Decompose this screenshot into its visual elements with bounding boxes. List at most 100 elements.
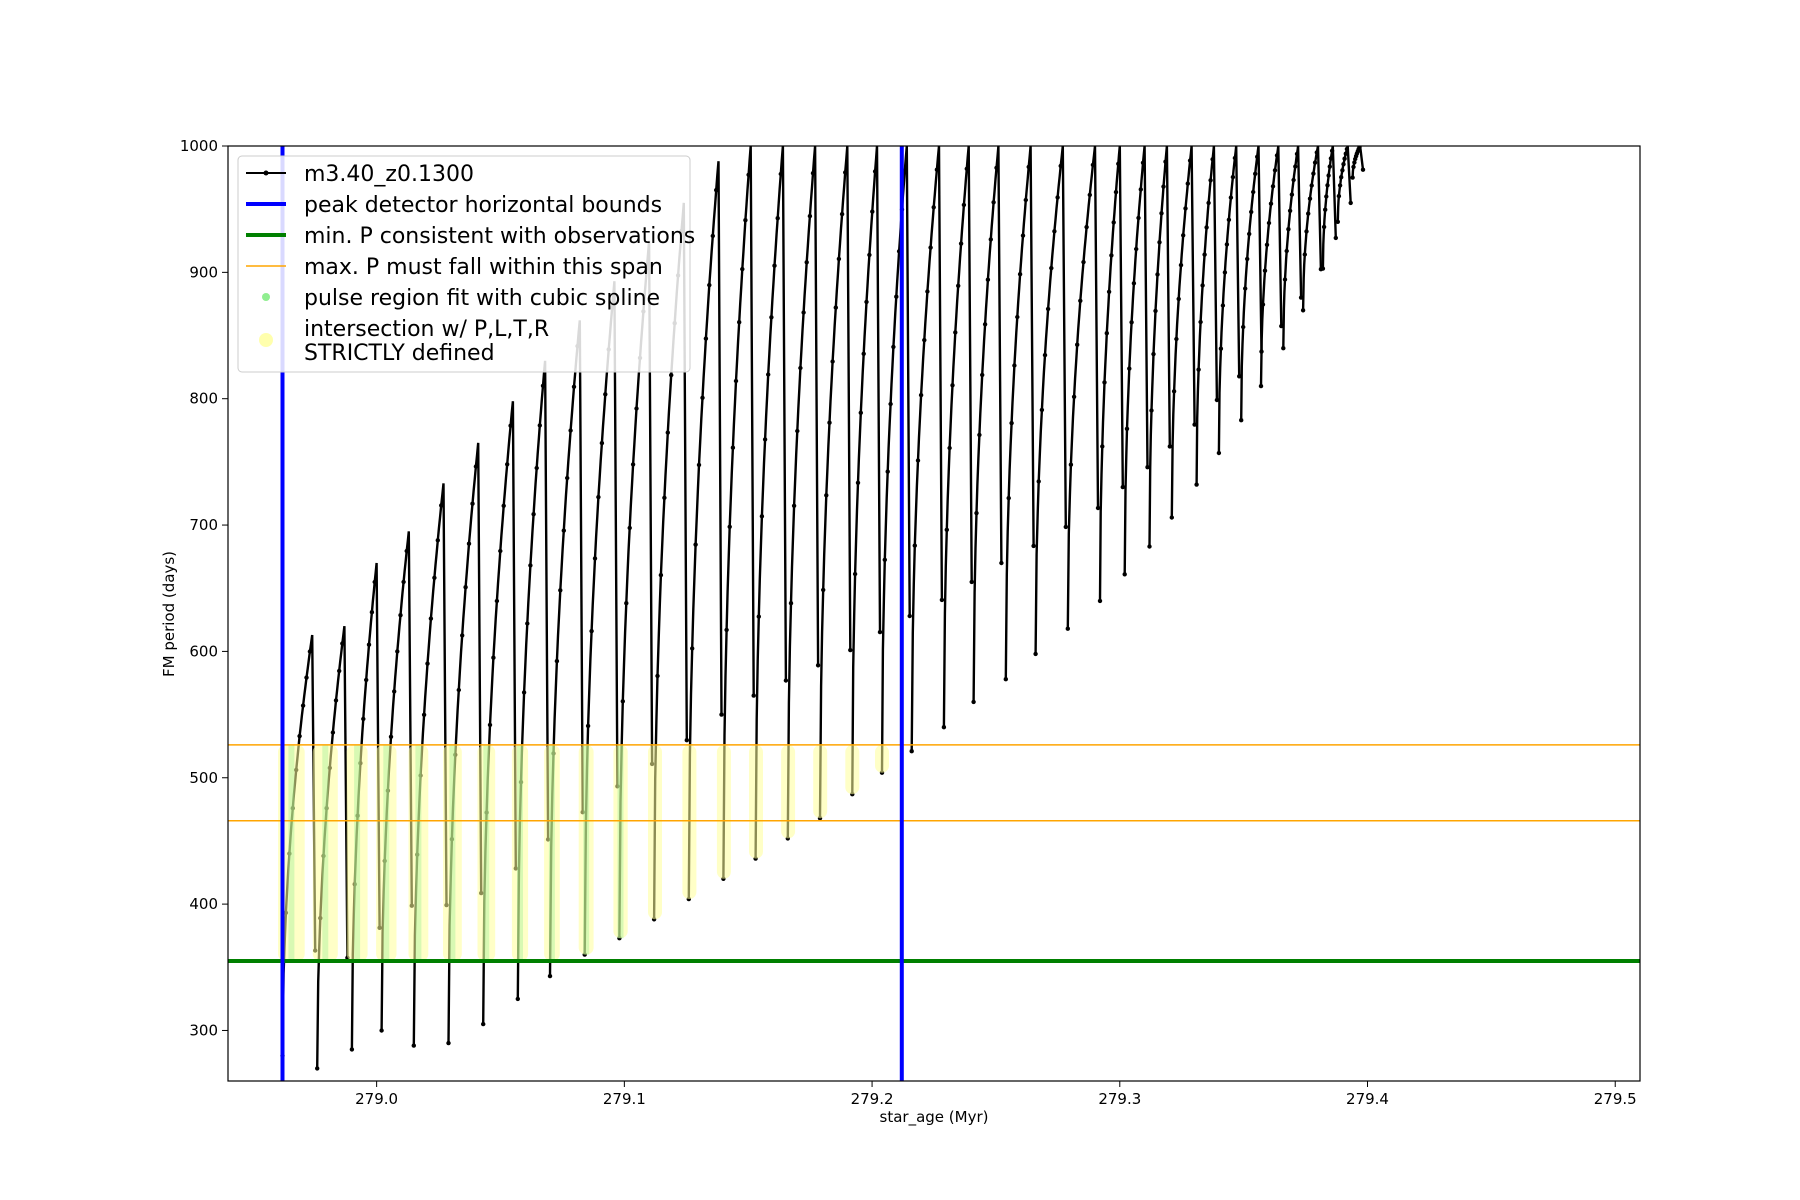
- series-point: [1336, 193, 1342, 199]
- series-point: [1340, 168, 1345, 173]
- series-point: [508, 423, 513, 428]
- series-point: [662, 495, 667, 500]
- series-pulse-curve: [516, 360, 550, 999]
- x-axis: 279.0 279.1 279.2 279.3 279.4 279.5: [355, 1081, 1637, 1108]
- series-point: [1113, 189, 1119, 195]
- series-point: [958, 241, 964, 246]
- series-point: [1216, 450, 1222, 456]
- series-pulse-curve: [1066, 146, 1100, 629]
- series-point: [870, 209, 875, 214]
- series-point: [1131, 281, 1137, 286]
- series-point: [1228, 195, 1234, 200]
- series-point: [585, 723, 591, 729]
- intersection-highlight: [648, 744, 662, 920]
- series-point: [733, 378, 739, 384]
- series-point: [1311, 171, 1316, 176]
- series-point: [1116, 161, 1121, 166]
- series-point: [980, 372, 985, 378]
- series-point: [1214, 397, 1220, 403]
- series-pulse-curve: [942, 146, 973, 728]
- series-point: [1095, 505, 1101, 511]
- series-pulse-curve: [1240, 146, 1263, 421]
- x-tick-label: 279.2: [851, 1090, 894, 1108]
- intersection-highlight: [578, 744, 594, 955]
- series-point: [1266, 220, 1272, 226]
- series-pulse-curve: [972, 146, 1003, 702]
- series-point: [877, 629, 883, 635]
- series-point: [915, 458, 921, 463]
- intersection-highlight: [346, 744, 368, 961]
- series-point: [1320, 266, 1326, 271]
- series-point: [1226, 217, 1232, 222]
- series-point: [470, 501, 475, 506]
- legend-label-intersection: intersection w/ P,L,T,R STRICTLY defined: [304, 317, 556, 366]
- series-point: [1325, 183, 1330, 188]
- legend-item-max-span: max. P must fall within this span: [246, 255, 663, 280]
- series-point: [730, 445, 736, 450]
- series-point: [714, 187, 719, 193]
- series-point: [1196, 367, 1201, 372]
- series-point: [528, 563, 533, 568]
- series-point: [1036, 479, 1041, 484]
- series-point: [1357, 146, 1362, 150]
- series-point: [1218, 346, 1224, 351]
- series-point: [1286, 227, 1291, 232]
- series-point: [395, 649, 400, 654]
- series-point: [833, 305, 838, 310]
- series-point: [1351, 164, 1356, 170]
- series-point: [300, 703, 306, 708]
- series-point: [392, 689, 397, 694]
- series-pulse-curve: [1034, 146, 1067, 654]
- series-point: [589, 628, 594, 634]
- series-point: [1304, 229, 1309, 234]
- intersection-highlight: [477, 744, 496, 961]
- series-point: [460, 633, 465, 638]
- series-point: [836, 256, 842, 262]
- legend-swatch-model-dot: [263, 170, 269, 176]
- series-point: [1052, 229, 1057, 234]
- spline-region-marker: [583, 744, 590, 955]
- y-tick-label: 700: [189, 516, 218, 534]
- series-point: [463, 585, 468, 590]
- series-point: [1343, 151, 1349, 156]
- legend: m3.40_z0.1300 peak detector horizontal b…: [237, 155, 695, 373]
- series-point: [815, 663, 821, 668]
- series-point: [939, 597, 945, 603]
- series-pulse-curve: [910, 146, 944, 752]
- series-point: [1109, 253, 1114, 258]
- series-point: [909, 749, 914, 754]
- legend-swatch-spline: [262, 293, 270, 301]
- series-point: [1068, 462, 1074, 467]
- series-pulse-curve: [722, 146, 755, 879]
- series-point: [379, 1028, 384, 1033]
- spline-region-marker: [354, 744, 361, 961]
- series-point: [466, 541, 472, 546]
- legend-item-spline: pulse region fit with cubic spline: [262, 286, 660, 311]
- series-point: [839, 211, 845, 217]
- series-point: [931, 205, 936, 210]
- series-point: [1153, 308, 1158, 314]
- series-point: [491, 655, 496, 660]
- series-point: [907, 613, 912, 619]
- series-point: [1178, 262, 1184, 268]
- y-tick-label: 900: [189, 263, 218, 281]
- intersection-highlight: [511, 744, 529, 961]
- intersection-highlight: [376, 744, 397, 961]
- series-point: [888, 401, 893, 407]
- series-point: [369, 610, 375, 615]
- series-point: [988, 237, 993, 242]
- intersection-highlight: [781, 744, 796, 839]
- series-pulse-curve: [1170, 146, 1196, 518]
- legend-item-min-period: min. P consistent with observations: [246, 224, 695, 249]
- series-point: [1268, 201, 1274, 206]
- series-point: [330, 730, 336, 735]
- series-point: [751, 693, 756, 698]
- series-point: [1341, 162, 1346, 167]
- series-point: [843, 170, 848, 175]
- intersection-highlight-layer: [278, 744, 889, 961]
- series-point: [1352, 160, 1357, 165]
- intersection-highlight: [813, 744, 828, 819]
- legend-label-peak-bounds: peak detector horizontal bounds: [304, 193, 662, 218]
- series-point: [558, 588, 563, 593]
- series-point: [1124, 426, 1130, 431]
